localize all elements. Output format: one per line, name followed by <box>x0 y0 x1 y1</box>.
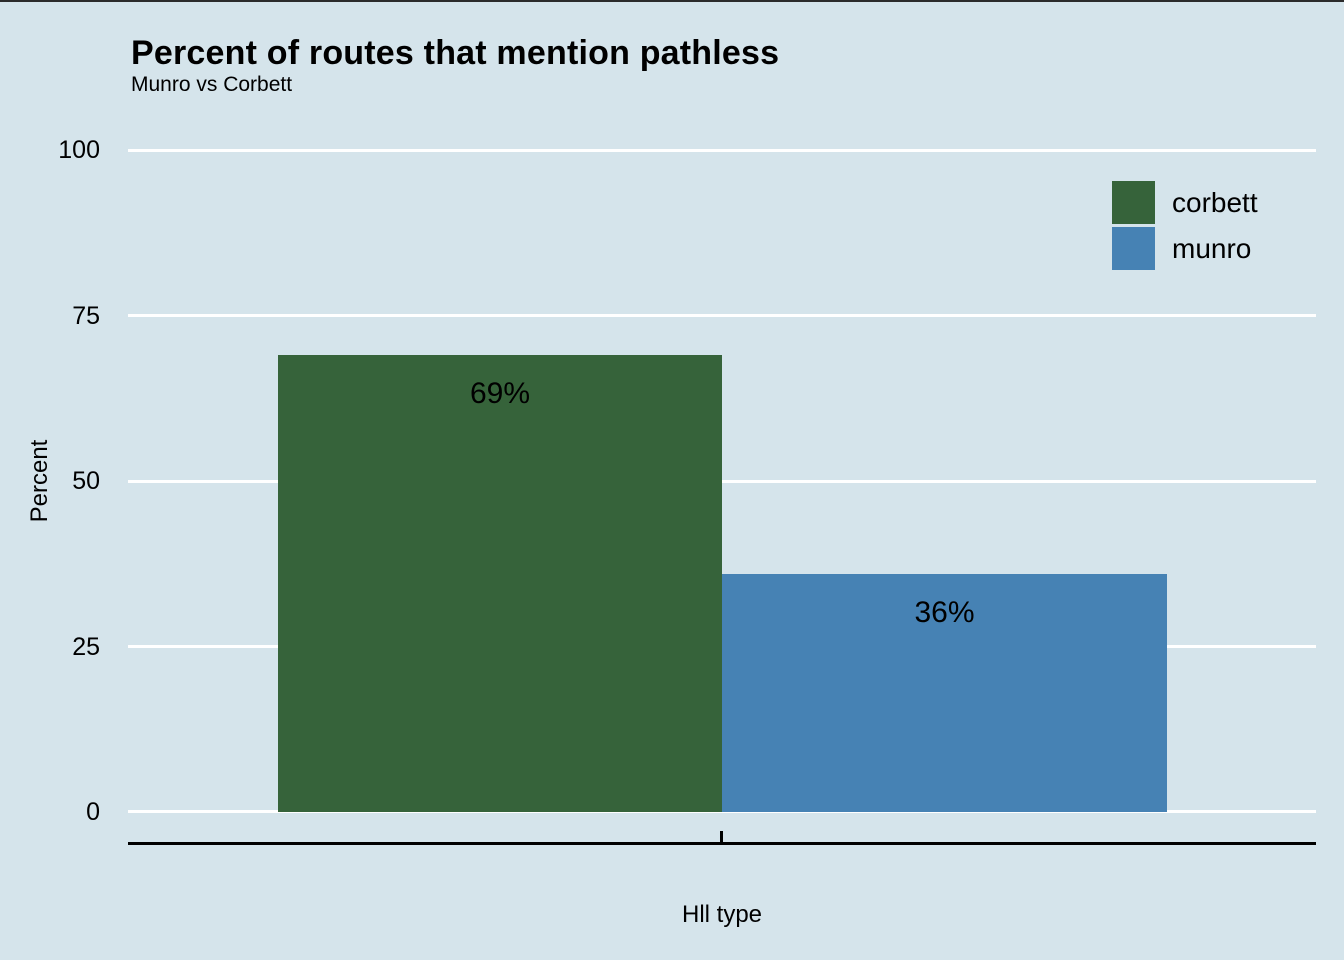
y-tick-label-0: 0 <box>86 798 100 826</box>
legend-swatch-corbett <box>1112 181 1155 224</box>
gridline-100 <box>128 149 1316 152</box>
legend-label: corbett <box>1172 187 1258 218</box>
legend: corbett munro <box>1112 181 1258 273</box>
y-tick-label-75: 75 <box>72 302 100 330</box>
chart-subtitle: Munro vs Corbett <box>131 73 293 96</box>
legend-item-munro: munro <box>1112 227 1258 270</box>
bar-value-label: 36% <box>914 596 975 629</box>
gridline-75 <box>128 314 1316 317</box>
legend-label: munro <box>1172 233 1252 264</box>
plot-area: 69% 36% <box>128 149 1316 813</box>
chart-title: Percent of routes that mention pathless <box>131 34 780 72</box>
x-axis-tick <box>720 831 723 842</box>
y-tick-label-50: 50 <box>72 467 100 495</box>
x-axis-title: Hll type <box>681 901 763 928</box>
top-edge-line <box>0 0 1344 2</box>
x-axis-line <box>128 842 1316 845</box>
legend-swatch-munro <box>1112 227 1155 270</box>
gridline-50 <box>128 480 1316 483</box>
y-tick-label-25: 25 <box>72 633 100 661</box>
y-tick-label-100: 100 <box>58 136 100 164</box>
bar: 36% <box>722 574 1167 812</box>
bar: 69% <box>278 355 722 812</box>
legend-item-corbett: corbett <box>1112 181 1258 224</box>
y-axis-title: Percent <box>26 439 53 523</box>
bar-value-label: 69% <box>469 377 531 410</box>
